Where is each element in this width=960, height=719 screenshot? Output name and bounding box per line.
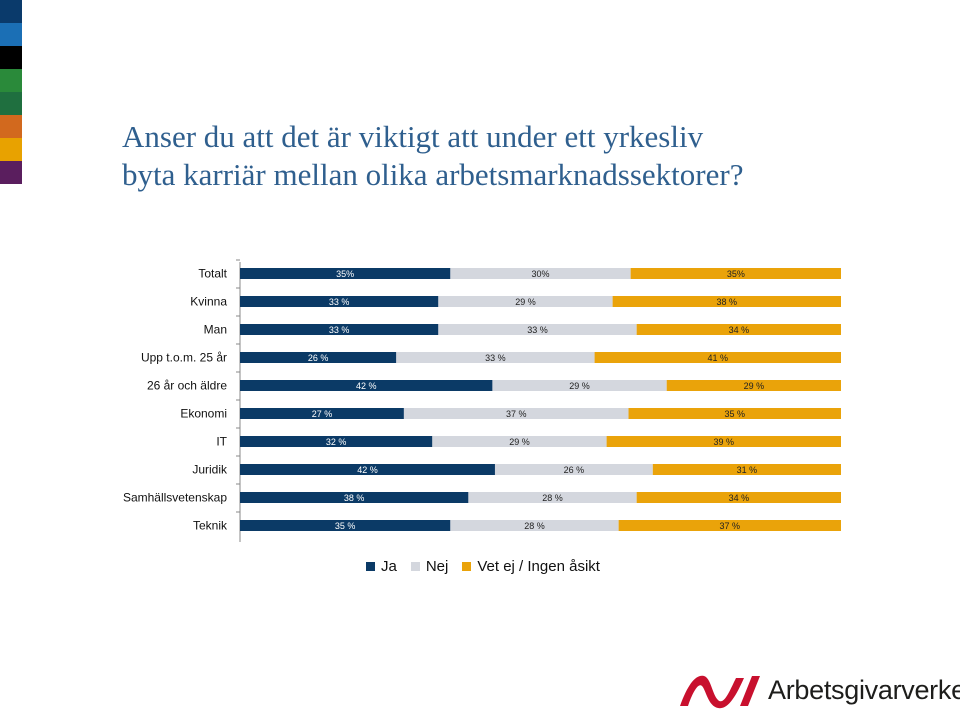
data-label: 34 % <box>729 493 750 503</box>
data-label: 29 % <box>515 297 536 307</box>
data-label: 39 % <box>714 437 735 447</box>
bar-segment-vet-ej <box>618 520 841 531</box>
bar-segment-ja <box>240 408 404 419</box>
data-label: 26 % <box>308 353 329 363</box>
bar-segment-ja <box>240 464 495 475</box>
bar-segment-nej <box>450 520 619 531</box>
brand-stripe <box>0 138 22 161</box>
category-label: Kvinna <box>190 295 227 309</box>
data-label: 26 % <box>564 465 585 475</box>
bar-segment-nej <box>468 492 637 503</box>
data-label: 29 % <box>569 381 590 391</box>
category-label: Totalt <box>198 267 227 281</box>
bar-segment-vet-ej <box>652 464 841 475</box>
page-title: Anser du att det är viktigt att under et… <box>122 118 922 194</box>
data-label: 35 % <box>725 409 746 419</box>
brand-stripe <box>0 115 22 138</box>
data-label: 41 % <box>708 353 729 363</box>
bar-segment-ja <box>240 436 433 447</box>
bar-segment-nej <box>450 268 631 279</box>
logo-text: Arbetsgivarverket <box>768 674 960 705</box>
data-label: 37 % <box>506 409 527 419</box>
bar-segment-vet-ej <box>606 436 841 447</box>
bar-segment-nej <box>438 324 637 335</box>
bar-segment-ja <box>240 296 439 307</box>
legend-item-ja: Ja <box>366 558 397 575</box>
bar-segment-vet-ej <box>636 324 841 335</box>
legend-label-nej: Nej <box>425 558 449 575</box>
legend-swatch-ja <box>366 562 375 571</box>
brand-stripe <box>0 161 22 184</box>
legend-swatch-nej <box>410 562 420 571</box>
data-label: 33 % <box>329 297 350 307</box>
bar-segment-ja <box>240 380 493 391</box>
bar-segment-ja <box>240 520 451 531</box>
data-label: 32 % <box>326 437 347 447</box>
category-label: 26 år och äldre <box>147 379 227 393</box>
data-label: 35% <box>336 269 354 279</box>
data-label: 33 % <box>329 325 350 335</box>
chart-legend: Ja Nej Vet ej / Ingen åsikt <box>366 558 614 575</box>
data-label: 27 % <box>312 409 333 419</box>
data-label: 42 % <box>356 381 377 391</box>
bar-segment-ja <box>240 352 397 363</box>
data-label: 28 % <box>524 521 545 531</box>
bar-segment-nej <box>492 380 667 391</box>
data-label: 38 % <box>717 297 738 307</box>
legend-label-vet-ej: Vet ej / Ingen åsikt <box>477 558 600 575</box>
category-label: Teknik <box>193 519 228 533</box>
category-label: Man <box>204 323 227 337</box>
category-label: Juridik <box>192 463 228 477</box>
data-label: 38 % <box>344 493 365 503</box>
data-label: 30% <box>531 269 549 279</box>
data-label: 31 % <box>737 465 758 475</box>
brand-stripe <box>0 23 22 46</box>
data-label: 42 % <box>357 465 378 475</box>
data-label: 35 % <box>335 521 356 531</box>
bar-segment-ja <box>240 492 469 503</box>
data-label: 33 % <box>485 353 506 363</box>
legend-item-vet-ej: Vet ej / Ingen åsikt <box>462 558 600 575</box>
brand-stripe <box>0 92 22 115</box>
category-label: Upp t.o.m. 25 år <box>141 351 227 365</box>
category-label: Ekonomi <box>180 407 227 421</box>
bar-segment-nej <box>396 352 595 363</box>
legend-item-nej: Nej <box>410 558 449 575</box>
bar-segment-nej <box>494 464 653 475</box>
bar-segment-nej <box>403 408 629 419</box>
data-label: 33 % <box>527 325 548 335</box>
title-line-2: byta karriär mellan olika arbetsmarknads… <box>122 157 744 192</box>
arbetsgivarverket-logo: Arbetsgivarverket <box>678 668 960 712</box>
bar-segment-vet-ej <box>636 492 841 503</box>
brand-stripe <box>0 69 22 92</box>
category-label: Samhällsvetenskap <box>123 491 227 505</box>
data-label: 29 % <box>744 381 765 391</box>
data-label: 35% <box>727 269 745 279</box>
category-label: IT <box>216 435 227 449</box>
data-label: 29 % <box>509 437 530 447</box>
bar-segment-ja <box>240 268 451 279</box>
bar-segment-vet-ej <box>594 352 841 363</box>
bar-segment-vet-ej <box>612 296 841 307</box>
bar-segment-vet-ej <box>630 268 841 279</box>
bar-segment-nej <box>438 296 613 307</box>
legend-label-ja: Ja <box>381 558 397 575</box>
data-label: 34 % <box>729 325 750 335</box>
bar-segment-vet-ej <box>628 408 841 419</box>
data-label: 28 % <box>542 493 563 503</box>
bar-segment-vet-ej <box>666 380 841 391</box>
brand-stripe <box>0 46 22 69</box>
brand-stripe <box>0 0 22 23</box>
legend-swatch-vet-ej <box>462 562 472 571</box>
bar-segment-nej <box>432 436 607 447</box>
bar-segment-ja <box>240 324 439 335</box>
title-line-1: Anser du att det är viktigt att under et… <box>122 119 704 154</box>
data-label: 37 % <box>720 521 741 531</box>
logo-mark-icon <box>680 675 760 709</box>
